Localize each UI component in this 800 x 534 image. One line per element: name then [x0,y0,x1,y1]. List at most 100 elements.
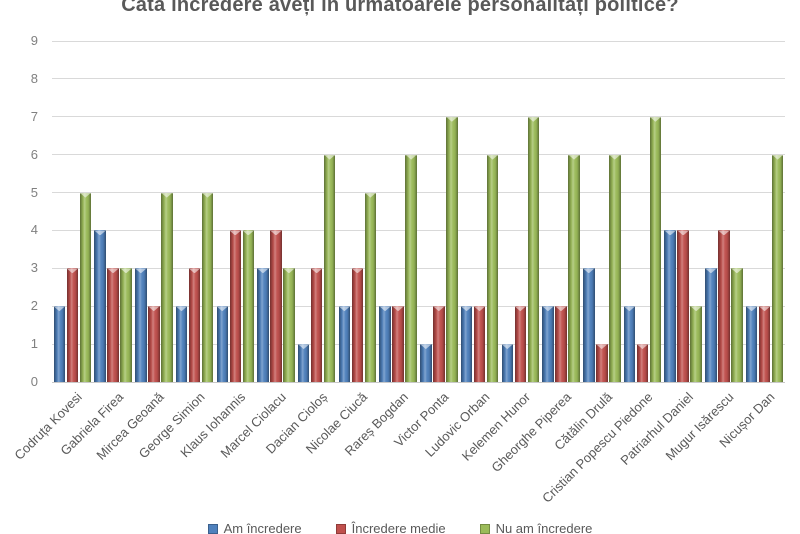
bar-incredere-medie [636,344,649,382]
bar-top-highlight [379,306,391,312]
bar-top-highlight [201,192,214,198]
bar-top-highlight [609,154,621,160]
bar-incredere-medie [270,230,282,382]
bar-nu-am-incredere [649,116,662,382]
bar-top-highlight [636,344,649,350]
y-tick-label: 5 [30,184,38,200]
bar-incredere-medie [148,306,160,382]
bar-top-highlight [323,154,336,160]
bar-am-incredere [542,306,554,382]
bar-top-highlight [460,306,473,312]
bar-nu-am-incredere [609,154,621,382]
legend-label: Am încredere [223,521,302,534]
bar-top-highlight [718,230,730,236]
bar-top-highlight [664,230,676,236]
bar-top-highlight [79,192,92,198]
bar-top-highlight [771,154,784,160]
bar-top-highlight [242,230,254,236]
y-tick-label: 2 [30,298,38,314]
bar-top-highlight [486,154,499,160]
bar-nu-am-incredere [405,154,417,382]
bar-nu-am-incredere [527,116,540,382]
gridline-y9 [52,40,785,42]
bar-incredere-medie [514,306,527,382]
gridline-y8 [52,78,785,80]
bar-top-highlight [338,306,351,312]
bar-top-highlight [364,192,377,198]
gridline-y3 [52,267,785,269]
bar-incredere-medie [555,306,567,382]
bar-nu-am-incredere [690,306,702,382]
bar-incredere-medie [188,268,201,382]
bar-am-incredere [94,230,106,382]
bar-am-incredere [460,306,473,382]
bar-nu-am-incredere [120,268,132,382]
bar-am-incredere [664,230,676,382]
bar-top-highlight [94,230,106,236]
y-tick-label: 0 [30,374,38,389]
bar-top-highlight [148,306,160,312]
bar-top-highlight [66,268,79,274]
bar-nu-am-incredere [771,154,784,382]
bar-top-highlight [555,306,567,312]
bar-am-incredere [379,306,391,382]
legend: Am încredere Încredere medie Nu am încrede… [0,521,800,534]
bar-top-highlight [175,306,188,312]
bar-nu-am-incredere [201,192,214,382]
bar-nu-am-incredere [161,192,173,382]
bar-top-highlight [501,344,514,350]
bar-top-highlight [229,230,241,236]
bar-nu-am-incredere [283,268,295,382]
plot-area [52,40,785,383]
bar-am-incredere [583,268,595,382]
legend-label: Nu am încredere [495,521,593,534]
bar-incredere-medie [392,306,404,382]
bar-top-highlight [310,268,323,274]
bar-top-highlight [649,116,662,122]
bar-top-highlight [392,306,404,312]
bar-top-highlight [135,268,147,274]
bar-top-highlight [351,268,364,274]
bar-am-incredere [338,306,351,382]
bar-nu-am-incredere [486,154,499,382]
bar-incredere-medie [66,268,79,382]
bar-top-highlight [542,306,554,312]
bar-am-incredere [135,268,147,382]
gridline-y7 [52,116,785,118]
legend-item: Am încredere [207,521,302,534]
bar-nu-am-incredere [364,192,377,382]
y-tick-label: 1 [30,336,38,352]
bar-am-incredere [420,344,432,382]
y-tick-label: 7 [30,108,38,124]
bar-incredere-medie [596,344,608,382]
bar-top-highlight [568,154,580,160]
bar-top-highlight [583,268,595,274]
bar-top-highlight [527,116,540,122]
bar-top-highlight [745,306,758,312]
bar-top-highlight [420,344,432,350]
bar-top-highlight [690,306,702,312]
bar-top-highlight [705,268,717,274]
bar-top-highlight [120,268,132,274]
bar-nu-am-incredere [731,268,743,382]
chart-title: Câtă încredere aveți în următoarele pers… [121,0,679,16]
bar-incredere-medie [310,268,323,382]
x-category-label: Codruța Kovesi [11,389,86,463]
bar-nu-am-incredere [446,116,458,382]
bar-am-incredere [297,344,310,382]
gridline-y0 [52,381,785,383]
bar-am-incredere [53,306,66,382]
bar-nu-am-incredere [79,192,92,382]
bar-am-incredere [745,306,758,382]
bar-am-incredere [501,344,514,382]
bar-am-incredere [623,306,636,382]
bar-incredere-medie [473,306,486,382]
bar-top-highlight [623,306,636,312]
legend-swatch-icon [479,523,490,534]
bar-incredere-medie [718,230,730,382]
bar-am-incredere [216,306,228,382]
bar-top-highlight [446,116,458,122]
gridline-y6 [52,154,785,156]
bar-top-highlight [433,306,445,312]
